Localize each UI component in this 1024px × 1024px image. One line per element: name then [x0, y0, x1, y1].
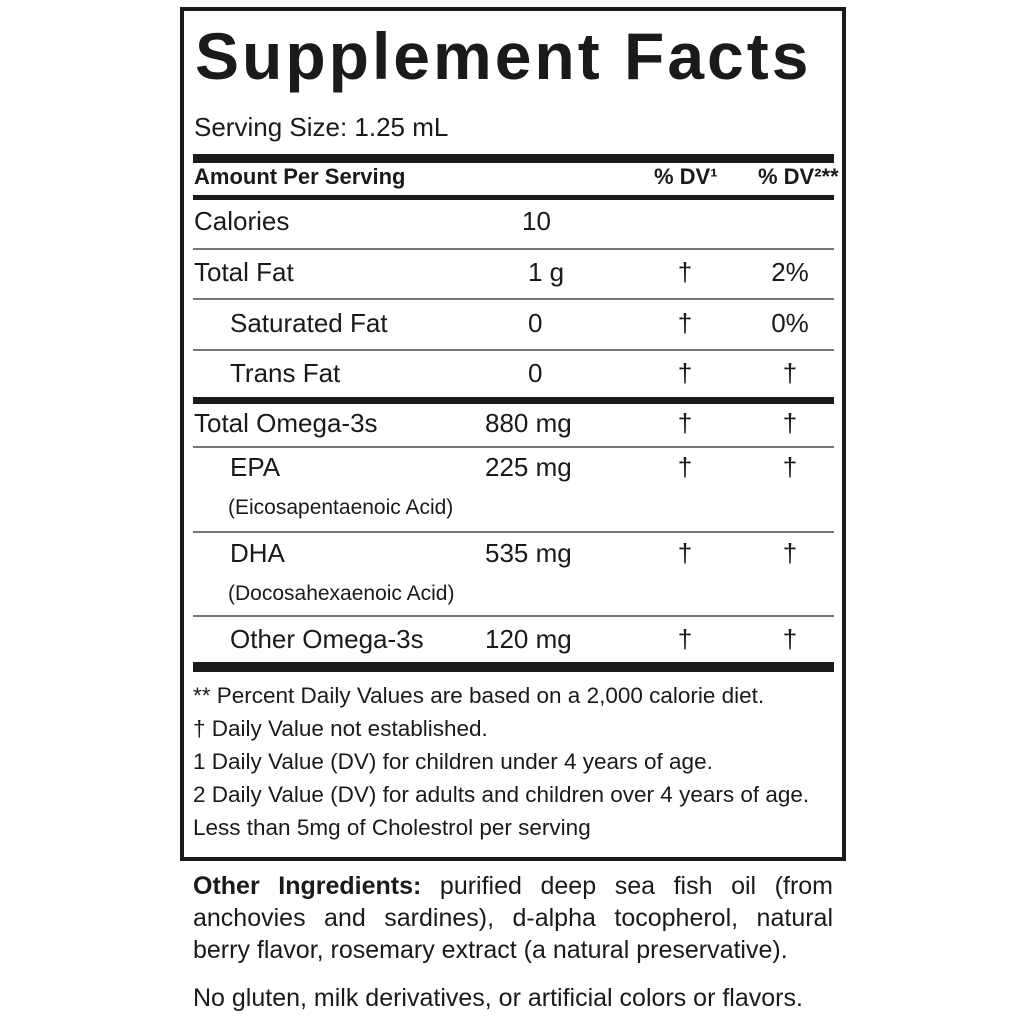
nutrient-dv2: † [782, 408, 798, 438]
nutrient-amount: 880 mg [485, 408, 572, 438]
divider [193, 349, 834, 351]
footnote: ** Percent Daily Values are based on a 2… [193, 683, 765, 708]
nutrient-dv2: † [782, 624, 798, 654]
nutrient-name: Other Omega-3s [230, 624, 424, 654]
footnote: 2 Daily Value (DV) for adults and childr… [193, 782, 810, 807]
divider [193, 531, 834, 533]
other-ingredients: Other Ingredients: purified deep sea fis… [193, 870, 833, 966]
divider [193, 446, 834, 448]
nutrient-amount: 225 mg [485, 452, 572, 482]
nutrient-amount: 0 [528, 308, 543, 338]
nutrient-dv2: † [782, 452, 798, 482]
nutrient-amount: 120 mg [485, 624, 572, 654]
nutrient-name: Trans Fat [230, 358, 341, 388]
divider [193, 154, 834, 163]
nutrient-subname: (Docosahexaenoic Acid) [228, 582, 455, 605]
nutrient-dv1: † [677, 408, 693, 438]
nutrient-dv1: † [677, 624, 693, 654]
nutrient-name: Total Fat [194, 257, 294, 287]
nutrient-name: EPA [230, 452, 281, 482]
divider [193, 298, 834, 300]
other-ingredients-label: Other Ingredients: [193, 872, 422, 900]
divider [193, 248, 834, 250]
nutrient-dv1: † [677, 538, 693, 568]
nutrient-dv2: 0% [771, 308, 809, 338]
nutrient-amount: 1 g [528, 257, 565, 287]
dv1-header: % DV¹ [654, 164, 718, 189]
footnote: 1 Daily Value (DV) for children under 4 … [193, 749, 713, 774]
nutrient-dv2: † [782, 538, 798, 568]
nutrient-dv1: † [677, 358, 693, 388]
footnote: † Daily Value not established. [193, 716, 488, 741]
nutrient-name: Total Omega-3s [194, 408, 378, 438]
footnote: Less than 5mg of Cholestrol per serving [193, 815, 591, 840]
nutrient-name: Saturated Fat [230, 308, 388, 338]
nutrient-amount: 535 mg [485, 538, 572, 568]
divider [193, 615, 834, 617]
nutrient-dv1: † [677, 452, 693, 482]
nutrient-amount: 10 [522, 206, 551, 236]
allergen-note: No gluten, milk derivatives, or artifici… [193, 984, 803, 1012]
nutrient-dv2: † [782, 358, 798, 388]
panel-title: Supplement Facts [195, 19, 812, 93]
serving-size: Serving Size: 1.25 mL [194, 112, 449, 142]
divider [193, 397, 834, 404]
nutrient-subname: (Eicosapentaenoic Acid) [228, 496, 454, 519]
nutrient-dv2: 2% [771, 257, 809, 287]
nutrient-dv1: † [677, 308, 693, 338]
nutrient-name: DHA [230, 538, 285, 568]
nutrient-dv1: † [677, 257, 693, 287]
divider [193, 662, 834, 672]
supplement-facts-panel [180, 7, 846, 861]
nutrient-name: Calories [194, 206, 290, 236]
amount-per-serving-header: Amount Per Serving [194, 164, 406, 189]
divider [193, 195, 834, 200]
other-ingredients-text: purified deep sea fish oil (from anchovi… [193, 872, 833, 964]
dv2-header: % DV²** [758, 164, 839, 189]
nutrient-amount: 0 [528, 358, 543, 388]
